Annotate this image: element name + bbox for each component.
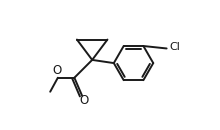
Text: Cl: Cl [169, 42, 180, 52]
Text: O: O [79, 94, 88, 107]
Text: O: O [52, 64, 61, 77]
